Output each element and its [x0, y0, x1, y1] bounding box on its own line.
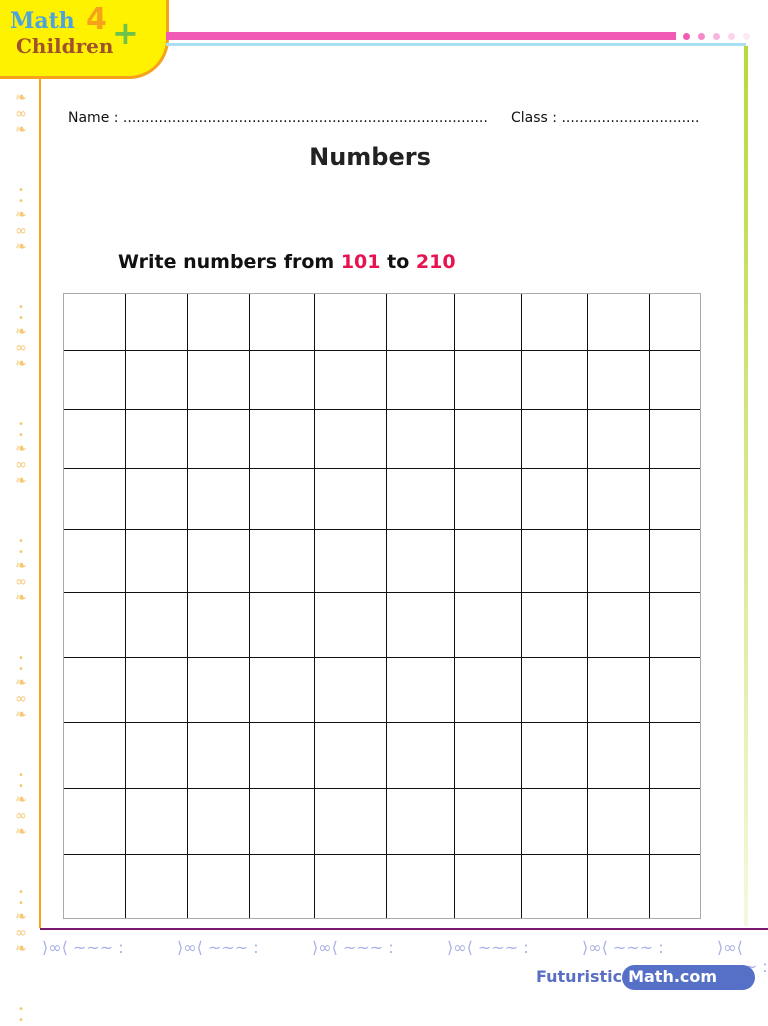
bottom-ornament-icon: ⟩∞⟨ ~~~ : [447, 938, 529, 957]
grid-column-line [454, 294, 455, 918]
number-grid[interactable] [63, 293, 701, 919]
left-ornament-icon: ❧ ∞ ❧ [15, 90, 27, 138]
left-ornament-icon: ❧ ∞ ❧ [15, 324, 27, 372]
name-field[interactable]: Name : .................................… [68, 110, 488, 126]
grid-column-line [314, 294, 315, 918]
footer-brand-left: Futuristic [536, 967, 623, 986]
grid-column-line [649, 294, 650, 918]
grid-row-line [64, 350, 700, 351]
grid-row-line [64, 854, 700, 855]
bottom-ornament-icon: ⟩∞⟨ ~~~ : [42, 938, 124, 957]
dot-decoration [728, 33, 735, 40]
instruction-middle: to [380, 251, 416, 273]
grid-row-line [64, 468, 700, 469]
left-dots-icon: • • [18, 536, 24, 558]
left-dots-icon: • • [18, 185, 24, 207]
bottom-ornament-icon: ⟩∞⟨ ~~~ : [582, 938, 664, 957]
bottom-border [40, 928, 768, 930]
left-ornament-icon: ❧ ∞ ❧ [15, 558, 27, 606]
bottom-ornament-icon: ⟩∞⟨ ~~~ : [177, 938, 259, 957]
grid-row-line [64, 529, 700, 530]
instruction: Write numbers from 101 to 210 [118, 251, 456, 273]
grid-column-line [249, 294, 250, 918]
logo-plus-icon: + [112, 14, 139, 52]
left-ornament-icon: ❧ ∞ ❧ [15, 909, 27, 957]
grid-row-line [64, 592, 700, 593]
page-title: Numbers [309, 143, 431, 171]
grid-row-line [64, 788, 700, 789]
left-ornament-icon: ❧ ∞ ❧ [15, 792, 27, 840]
class-field[interactable]: Class : ............................... [511, 110, 700, 126]
footer-brand: Futuristic Math.com [536, 965, 756, 990]
grid-row-line [64, 409, 700, 410]
left-dots-icon: • • [18, 887, 24, 909]
left-dots-icon: • • [18, 1004, 24, 1026]
logo-children-text: Children [16, 34, 114, 58]
grid-column-line [521, 294, 522, 918]
footer-brand-right: Math.com [622, 965, 756, 990]
left-dots-icon: • • [18, 419, 24, 441]
logo-math-text: Math [10, 8, 75, 34]
right-border [744, 46, 748, 926]
instruction-prefix: Write numbers from [118, 251, 341, 273]
left-ornament-icon: ❧ ∞ ❧ [15, 207, 27, 255]
header-pink-bar [166, 32, 676, 40]
grid-column-line [386, 294, 387, 918]
left-dots-icon: • • [18, 653, 24, 675]
grid-column-line [125, 294, 126, 918]
instruction-to: 210 [415, 251, 456, 273]
dot-decoration [683, 33, 690, 40]
grid-row-line [64, 657, 700, 658]
left-dots-icon: • • [18, 770, 24, 792]
left-ornament-icon: ❧ ∞ ❧ [15, 441, 27, 489]
logo-four-text: 4 [86, 2, 107, 37]
bottom-ornament-icon: ⟩∞⟨ ~~~ : [312, 938, 394, 957]
dot-decoration [713, 33, 720, 40]
left-dots-icon: • • [18, 302, 24, 324]
logo: Math 4 + Children [0, 0, 169, 79]
grid-column-line [587, 294, 588, 918]
dot-decoration [698, 33, 705, 40]
dot-decoration [743, 33, 750, 40]
grid-column-line [187, 294, 188, 918]
instruction-from: 101 [340, 251, 381, 273]
left-ornament-icon: ❧ ∞ ❧ [15, 675, 27, 723]
header-blue-line [166, 43, 746, 46]
left-border [39, 78, 41, 928]
grid-row-line [64, 722, 700, 723]
